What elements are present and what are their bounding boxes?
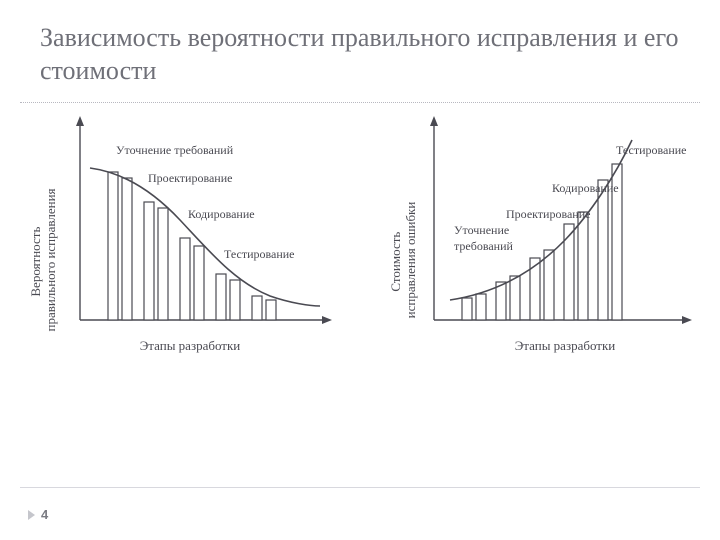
category-label: Кодирование bbox=[552, 181, 619, 195]
category-label: Тестирование bbox=[224, 247, 295, 261]
charts-area: Вероятность правильного исправления Уточ… bbox=[20, 110, 700, 430]
category-label: Кодирование bbox=[188, 207, 255, 221]
bar bbox=[266, 300, 276, 320]
category-label: Тестирование bbox=[616, 143, 687, 157]
category-label: Уточнение требований bbox=[116, 143, 234, 157]
bar bbox=[144, 202, 154, 320]
bar bbox=[108, 172, 118, 320]
cost-chart-svg: Стоимость исправления ошибки Уточнение тр… bbox=[380, 110, 710, 380]
y-axis-arrow-icon bbox=[76, 116, 84, 126]
footer-divider bbox=[20, 487, 700, 488]
bar bbox=[510, 276, 520, 320]
category-labels: Уточнение требований Проектирование Кодиро… bbox=[116, 143, 295, 261]
bar bbox=[230, 280, 240, 320]
x-axis-label: Этапы разработки bbox=[140, 338, 241, 353]
x-axis-arrow-icon bbox=[682, 316, 692, 324]
bars-group bbox=[108, 172, 276, 320]
probability-chart: Вероятность правильного исправления Уточ… bbox=[20, 110, 350, 410]
bar bbox=[180, 238, 190, 320]
category-label: Уточнение bbox=[454, 223, 509, 237]
bar bbox=[578, 212, 588, 320]
title-divider bbox=[20, 102, 700, 103]
bar bbox=[216, 274, 226, 320]
bar bbox=[476, 294, 486, 320]
probability-chart-svg: Вероятность правильного исправления Уточ… bbox=[20, 110, 350, 380]
bar bbox=[544, 250, 554, 320]
footer: 4 bbox=[28, 507, 48, 522]
y-axis-label: Стоимость исправления ошибки bbox=[388, 202, 418, 319]
slide-title: Зависимость вероятности правильного испр… bbox=[40, 22, 680, 87]
bar bbox=[194, 246, 204, 320]
bar bbox=[530, 258, 540, 320]
bar bbox=[158, 208, 168, 320]
bar bbox=[496, 282, 506, 320]
bullet-icon bbox=[28, 510, 35, 520]
category-label: Проектирование bbox=[148, 171, 232, 185]
category-label: требований bbox=[454, 239, 514, 253]
slide: Зависимость вероятности правильного испр… bbox=[0, 0, 720, 540]
x-axis-label: Этапы разработки bbox=[515, 338, 616, 353]
y-axis-arrow-icon bbox=[430, 116, 438, 126]
cost-chart: Стоимость исправления ошибки Уточнение тр… bbox=[380, 110, 710, 410]
x-axis-arrow-icon bbox=[322, 316, 332, 324]
page-number: 4 bbox=[41, 507, 48, 522]
bar bbox=[598, 180, 608, 320]
y-axis-label: Вероятность правильного исправления bbox=[28, 188, 58, 331]
bar bbox=[122, 178, 132, 320]
bar bbox=[252, 296, 262, 320]
bar bbox=[462, 298, 472, 320]
category-label: Проектирование bbox=[506, 207, 590, 221]
